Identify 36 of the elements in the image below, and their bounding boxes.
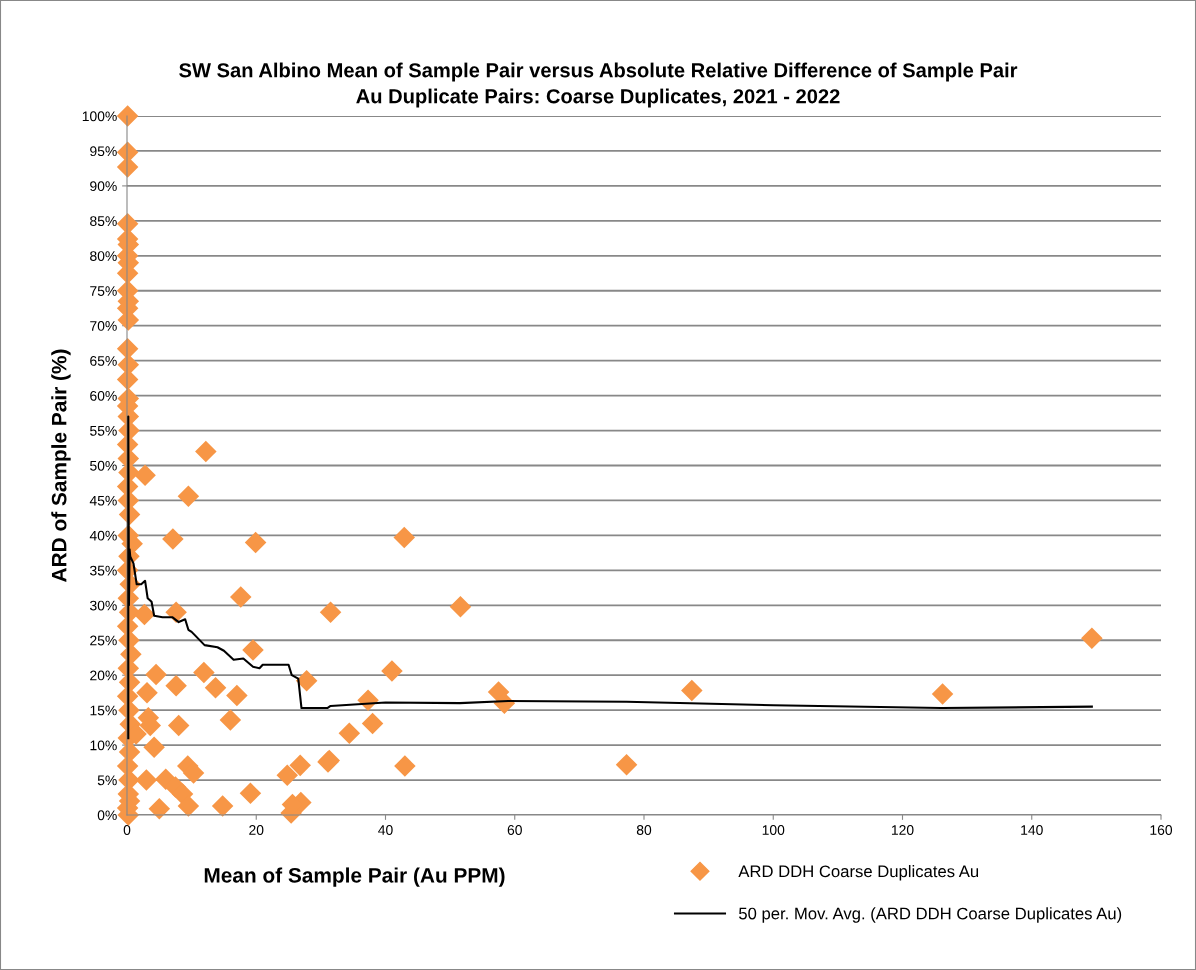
y-tick-label: 45% bbox=[89, 495, 117, 506]
y-tick-label: 25% bbox=[90, 635, 117, 646]
x-tick-label: 120 bbox=[891, 825, 914, 835]
x-tick-label: 0 bbox=[123, 825, 131, 835]
y-tick-label: 70% bbox=[90, 321, 117, 331]
y-axis-title: ARD of Sample Pair (%) bbox=[51, 349, 71, 582]
y-tick-label: 75% bbox=[90, 286, 117, 296]
x-tick-label: 80 bbox=[636, 825, 652, 835]
y-tick-label: 0% bbox=[97, 810, 117, 821]
y-tick-label: 95% bbox=[90, 146, 117, 157]
y-tick-label: 40% bbox=[89, 530, 117, 541]
y-tick-label: 85% bbox=[90, 216, 117, 227]
y-tick-label: 20% bbox=[90, 670, 117, 681]
y-tick-label: 90% bbox=[90, 181, 117, 192]
y-tick-label: 15% bbox=[90, 705, 117, 716]
x-tick-label: 20 bbox=[249, 825, 264, 835]
x-tick-label: 40 bbox=[378, 825, 393, 835]
y-tick-label: 10% bbox=[90, 740, 117, 751]
chart-subtitle: Au Duplicate Pairs: Coarse Duplicates, 2021 - 2022 bbox=[356, 88, 840, 108]
x-tick-label: 140 bbox=[1021, 825, 1043, 835]
y-tick-label: 50% bbox=[90, 460, 117, 471]
legend-label: ARD DDH Coarse Duplicates Au bbox=[738, 865, 979, 881]
y-tick-label: 30% bbox=[90, 600, 117, 611]
y-tick-label: 55% bbox=[90, 425, 117, 436]
y-tick-label: 100% bbox=[82, 111, 117, 122]
x-tick-label: 60 bbox=[507, 825, 522, 835]
x-axis-title: Mean of Sample Pair (Au PPM) bbox=[204, 867, 505, 887]
legend-label: 50 per. Mov. Avg. (ARD DDH Coarse Duplicates Au) bbox=[739, 907, 1122, 923]
y-tick-label: 5% bbox=[97, 775, 117, 786]
y-tick-label: 65% bbox=[90, 355, 117, 366]
y-tick-label: 35% bbox=[90, 565, 117, 576]
x-tick-label: 100 bbox=[762, 825, 785, 835]
y-tick-label: 60% bbox=[90, 390, 117, 401]
x-tick-label: 160 bbox=[1150, 825, 1173, 835]
chart-title: SW San Albino Mean of Sample Pair versus Absolute Relative Difference of Sample Pair bbox=[179, 62, 1018, 82]
y-tick-label: 80% bbox=[90, 251, 117, 261]
